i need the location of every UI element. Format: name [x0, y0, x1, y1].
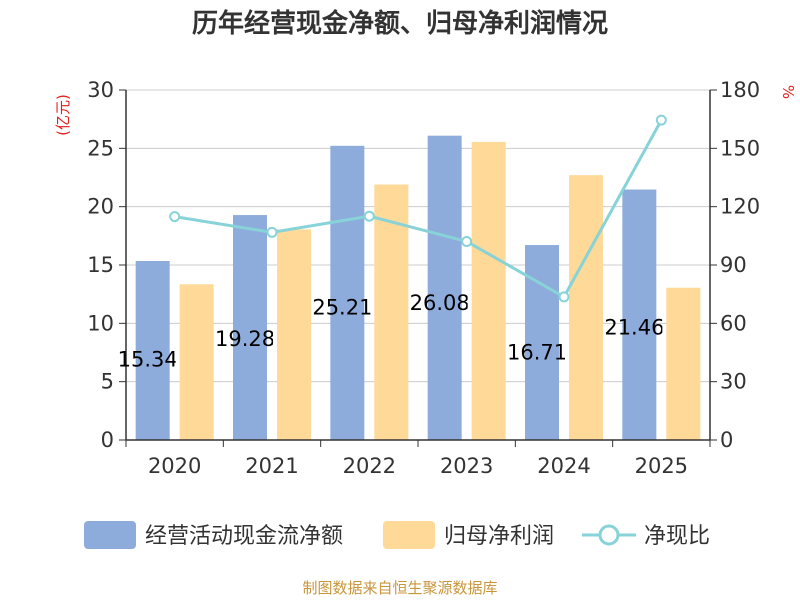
x-axis-tick-label: 2023 [440, 454, 493, 478]
left-axis-tick-label: 20 [87, 195, 114, 219]
bar-cashflow [233, 215, 267, 440]
bar-netprofit [666, 287, 701, 440]
left-axis-unit: (亿元) [54, 94, 72, 136]
legend: 经营活动现金流净额 归母净利润 净现比 [84, 521, 710, 549]
legend-label-netprofit: 归母净利润 [444, 524, 554, 549]
right-axis-tick-label: 60 [720, 311, 747, 335]
ratio-point [655, 114, 667, 126]
bar-cashflow [427, 135, 462, 441]
bar-cashflow [330, 145, 365, 440]
ratio-point [169, 211, 181, 223]
bar-netprofit [471, 141, 506, 440]
bar-cashflow [622, 189, 657, 440]
bar-cashflow [135, 261, 170, 440]
ratio-point [461, 235, 473, 247]
data-label: 21.469 [604, 315, 677, 339]
bar-netprofit [179, 284, 214, 440]
left-axis-tick-label: 0 [101, 428, 114, 452]
left-axis-tick-label: 15 [87, 253, 114, 277]
right-axis-tick-label: 30 [720, 370, 747, 394]
data-label: 19.281 [215, 327, 288, 351]
data-labels: 15.342 19.281 25.216 26.085 16.71 21.469 [118, 291, 677, 371]
legend-swatch-netprofit [383, 521, 435, 549]
ratio-line [174, 119, 663, 299]
x-axis-tick-label: 2022 [343, 454, 396, 478]
bar-netprofit [569, 175, 603, 440]
x-axis-tick-label: 2025 [635, 454, 688, 478]
x-axis-tick-label: 2024 [537, 454, 590, 478]
left-axis-tick-label: 25 [87, 136, 114, 160]
legend-swatch-cashflow [84, 521, 136, 549]
chart-title: 历年经营现金净额、归母净利润情况 [192, 8, 608, 39]
right-axis-tick-label: 120 [720, 195, 760, 219]
left-axis-tick-label: 10 [87, 311, 114, 335]
source-note: 制图数据来自恒生聚源数据库 [302, 579, 497, 597]
bar-netprofit [277, 229, 311, 440]
data-label: 25.216 [312, 296, 385, 320]
legend-label-cashflow: 经营活动现金流净额 [145, 524, 343, 549]
line-series [169, 114, 667, 303]
right-axis-tick-label: 180 [720, 78, 760, 102]
bar-netprofit [374, 184, 409, 440]
ratio-point [363, 210, 375, 222]
right-axis-unit: % [779, 85, 797, 99]
x-axis-tick-label: 2020 [148, 454, 201, 478]
left-axis-tick-label: 5 [101, 370, 114, 394]
right-axis-tick-label: 150 [720, 136, 760, 160]
legend-label-ratio: 净现比 [644, 524, 710, 549]
data-label: 26.085 [410, 291, 483, 315]
data-label: 16.71 [507, 340, 567, 364]
legend-marker-ratio [598, 524, 620, 546]
x-axis-tick-label: 2021 [245, 454, 298, 478]
bars [135, 135, 701, 441]
grid [126, 89, 710, 383]
left-axis-tick-label: 30 [87, 78, 114, 102]
ratio-point [558, 291, 570, 303]
right-axis-tick-label: 0 [720, 428, 733, 452]
right-axis-tick-label: 90 [720, 253, 747, 277]
ratio-point [266, 226, 278, 238]
data-label: 15.342 [118, 347, 191, 371]
